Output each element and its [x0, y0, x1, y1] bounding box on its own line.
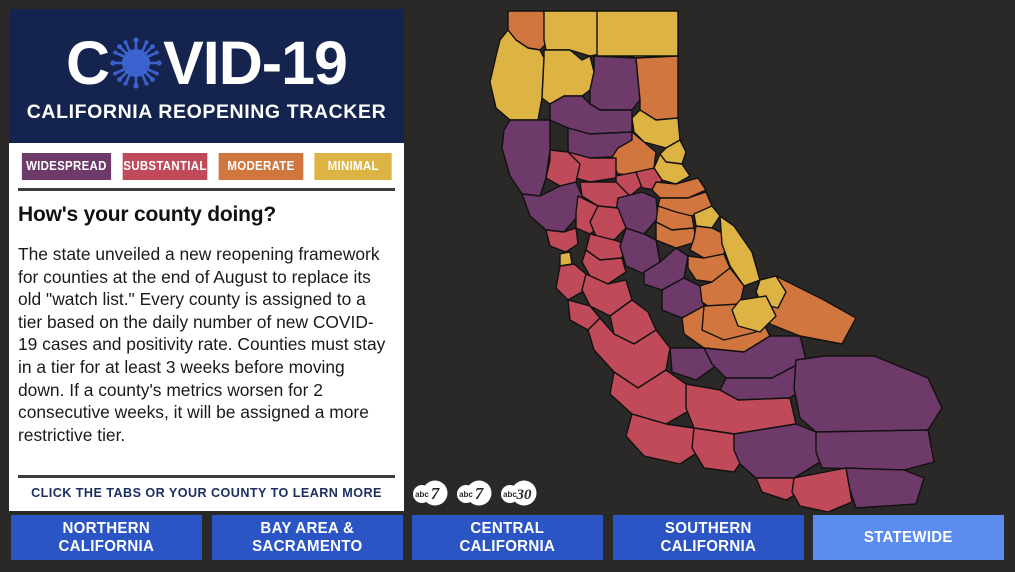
logo-wordmark: C	[66, 28, 348, 97]
tab-label-line1: CENTRAL	[470, 519, 545, 537]
county-riverside[interactable]	[815, 429, 935, 471]
tab-label-line2: CALIFORNIA	[459, 537, 556, 555]
tab-bay-area-sacramento[interactable]: BAY AREA & SACRAMENTO	[211, 515, 403, 560]
tab-label-line1: STATEWIDE	[864, 528, 954, 546]
svg-text:abc: abc	[459, 490, 473, 499]
county-mono[interactable]	[719, 215, 761, 287]
county-alameda[interactable]	[581, 249, 627, 285]
svg-text:abc: abc	[503, 490, 517, 499]
tier-legend: WIDESPREAD SUBSTANTIAL MODERATE MINIMAL	[9, 143, 404, 186]
panel-headline: How's your county doing?	[18, 203, 277, 226]
county-san-bernardino[interactable]	[793, 355, 943, 433]
county-trinity[interactable]	[541, 49, 595, 105]
tab-label-line2: SACRAMENTO	[251, 537, 363, 555]
county-san-diego[interactable]	[791, 467, 853, 512]
divider-bottom	[18, 475, 395, 478]
logo-subtitle: CALIFORNIA REOPENING TRACKER	[26, 100, 387, 123]
tab-label-line2: CALIFORNIA	[58, 537, 155, 555]
county-kings[interactable]	[669, 347, 717, 381]
tab-label-line1: NORTHERN	[62, 519, 151, 537]
county-lassen[interactable]	[635, 55, 679, 121]
station-logos: abc 7 abc 7 abc 30	[409, 480, 539, 506]
abc7-logo[interactable]: abc 7	[409, 480, 449, 506]
map-svg[interactable]	[404, 0, 1015, 512]
county-tehama[interactable]	[549, 95, 633, 135]
svg-text:7: 7	[431, 484, 441, 503]
county-madera[interactable]	[699, 267, 745, 313]
cta-label[interactable]: CLICK THE TABS OR YOUR COUNTY TO LEARN M…	[31, 486, 382, 500]
legend-chip-widespread[interactable]: WIDESPREAD	[21, 153, 111, 180]
divider-top	[18, 188, 395, 191]
coronavirus-icon	[110, 37, 162, 89]
cta-container: CLICK THE TABS OR YOUR COUNTY TO LEARN M…	[9, 475, 404, 511]
logo-text-before: C	[66, 28, 110, 97]
tab-southern-california[interactable]: SOUTHERN CALIFORNIA	[612, 515, 804, 560]
tab-label-line1: SOUTHERN	[664, 519, 752, 537]
county-marin[interactable]	[545, 227, 579, 253]
county-shasta[interactable]	[589, 55, 641, 111]
county-stanislaus[interactable]	[643, 247, 689, 291]
svg-text:30: 30	[516, 487, 533, 503]
county-modoc-east[interactable]	[596, 10, 679, 57]
county-los-angeles[interactable]	[733, 423, 821, 479]
info-panel: C	[9, 9, 404, 511]
county-santa-barbara[interactable]	[625, 413, 705, 465]
abc7-logo[interactable]: abc 7	[453, 480, 493, 506]
svg-text:7: 7	[475, 484, 485, 503]
content-panel: WIDESPREAD SUBSTANTIAL MODERATE MINIMAL …	[9, 143, 404, 511]
county-mendocino[interactable]	[501, 119, 551, 197]
region-tabs[interactable]: NORTHERN CALIFORNIA BAY AREA & SACRAMENT…	[8, 515, 1007, 560]
app-header: C	[9, 9, 404, 143]
tab-label-line2: CALIFORNIA	[660, 537, 756, 555]
california-county-map[interactable]	[404, 0, 1015, 512]
panel-body-text: The state unveiled a new reopening frame…	[18, 244, 386, 445]
legend-chip-minimal[interactable]: MINIMAL	[313, 153, 392, 180]
county-tulare-yellow[interactable]	[731, 295, 777, 333]
county-placer[interactable]	[651, 177, 707, 199]
county-san-mateo[interactable]	[555, 263, 587, 301]
tab-label-line1: BAY AREA &	[260, 519, 354, 537]
county-alpine[interactable]	[693, 205, 721, 229]
county-imperial[interactable]	[845, 467, 925, 509]
logo-text-after: VID-19	[163, 28, 348, 97]
abc30-logo[interactable]: abc 30	[497, 480, 539, 506]
tab-northern-california[interactable]: NORTHERN CALIFORNIA	[10, 515, 202, 560]
legend-chip-substantial[interactable]: SUBSTANTIAL	[122, 153, 207, 180]
tab-statewide[interactable]: STATEWIDE	[813, 515, 1005, 560]
tab-central-california[interactable]: CENTRAL CALIFORNIA	[412, 515, 603, 560]
svg-text:abc: abc	[415, 490, 429, 499]
legend-chip-moderate[interactable]: MODERATE	[218, 153, 303, 180]
